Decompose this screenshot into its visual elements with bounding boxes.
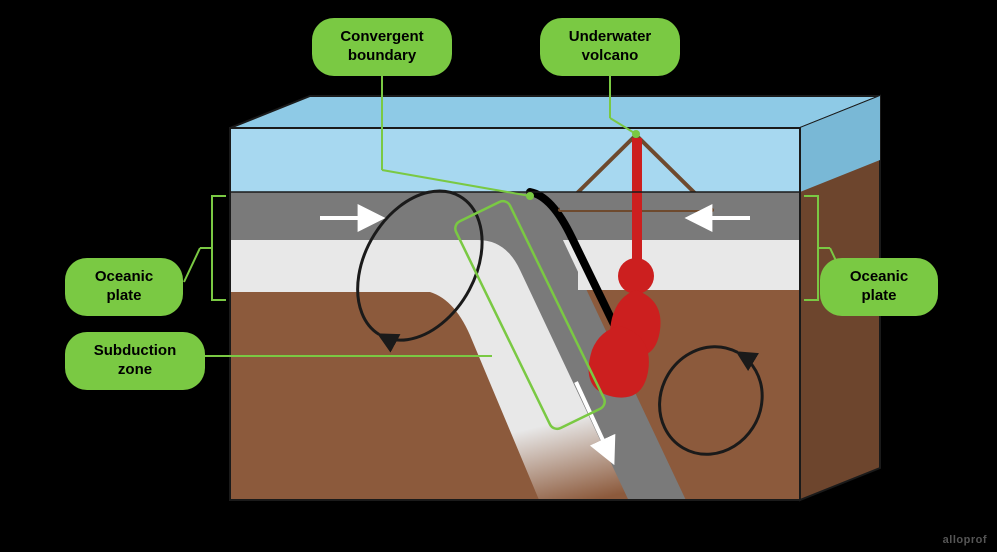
- label-line: Oceanic: [95, 268, 153, 285]
- layer-upper-mantle-right: [578, 240, 800, 290]
- label-oceanic-plate-right: Oceanic plate: [820, 258, 938, 316]
- pointer-dot: [526, 192, 534, 200]
- label-line: Convergent: [340, 28, 423, 45]
- magma-chamber: [618, 258, 654, 294]
- label-line: Subduction: [94, 342, 177, 359]
- pointer-dot: [632, 130, 640, 138]
- label-line: volcano: [582, 47, 639, 64]
- label-line: boundary: [348, 47, 416, 64]
- layer-water: [230, 128, 800, 192]
- bracket-left: [184, 248, 200, 282]
- water-top-face: [230, 96, 880, 128]
- label-line: Underwater: [569, 28, 652, 45]
- label-line: plate: [861, 287, 896, 304]
- label-line: Oceanic: [850, 268, 908, 285]
- bracket-left: [212, 196, 226, 300]
- label-underwater-volcano: Underwater volcano: [540, 18, 680, 76]
- label-line: plate: [106, 287, 141, 304]
- label-convergent-boundary: Convergent boundary: [312, 18, 452, 76]
- label-oceanic-plate-left: Oceanic plate: [65, 258, 183, 316]
- label-line: zone: [118, 361, 152, 378]
- magma-conduit: [632, 138, 642, 278]
- label-subduction-zone: Subduction zone: [65, 332, 205, 390]
